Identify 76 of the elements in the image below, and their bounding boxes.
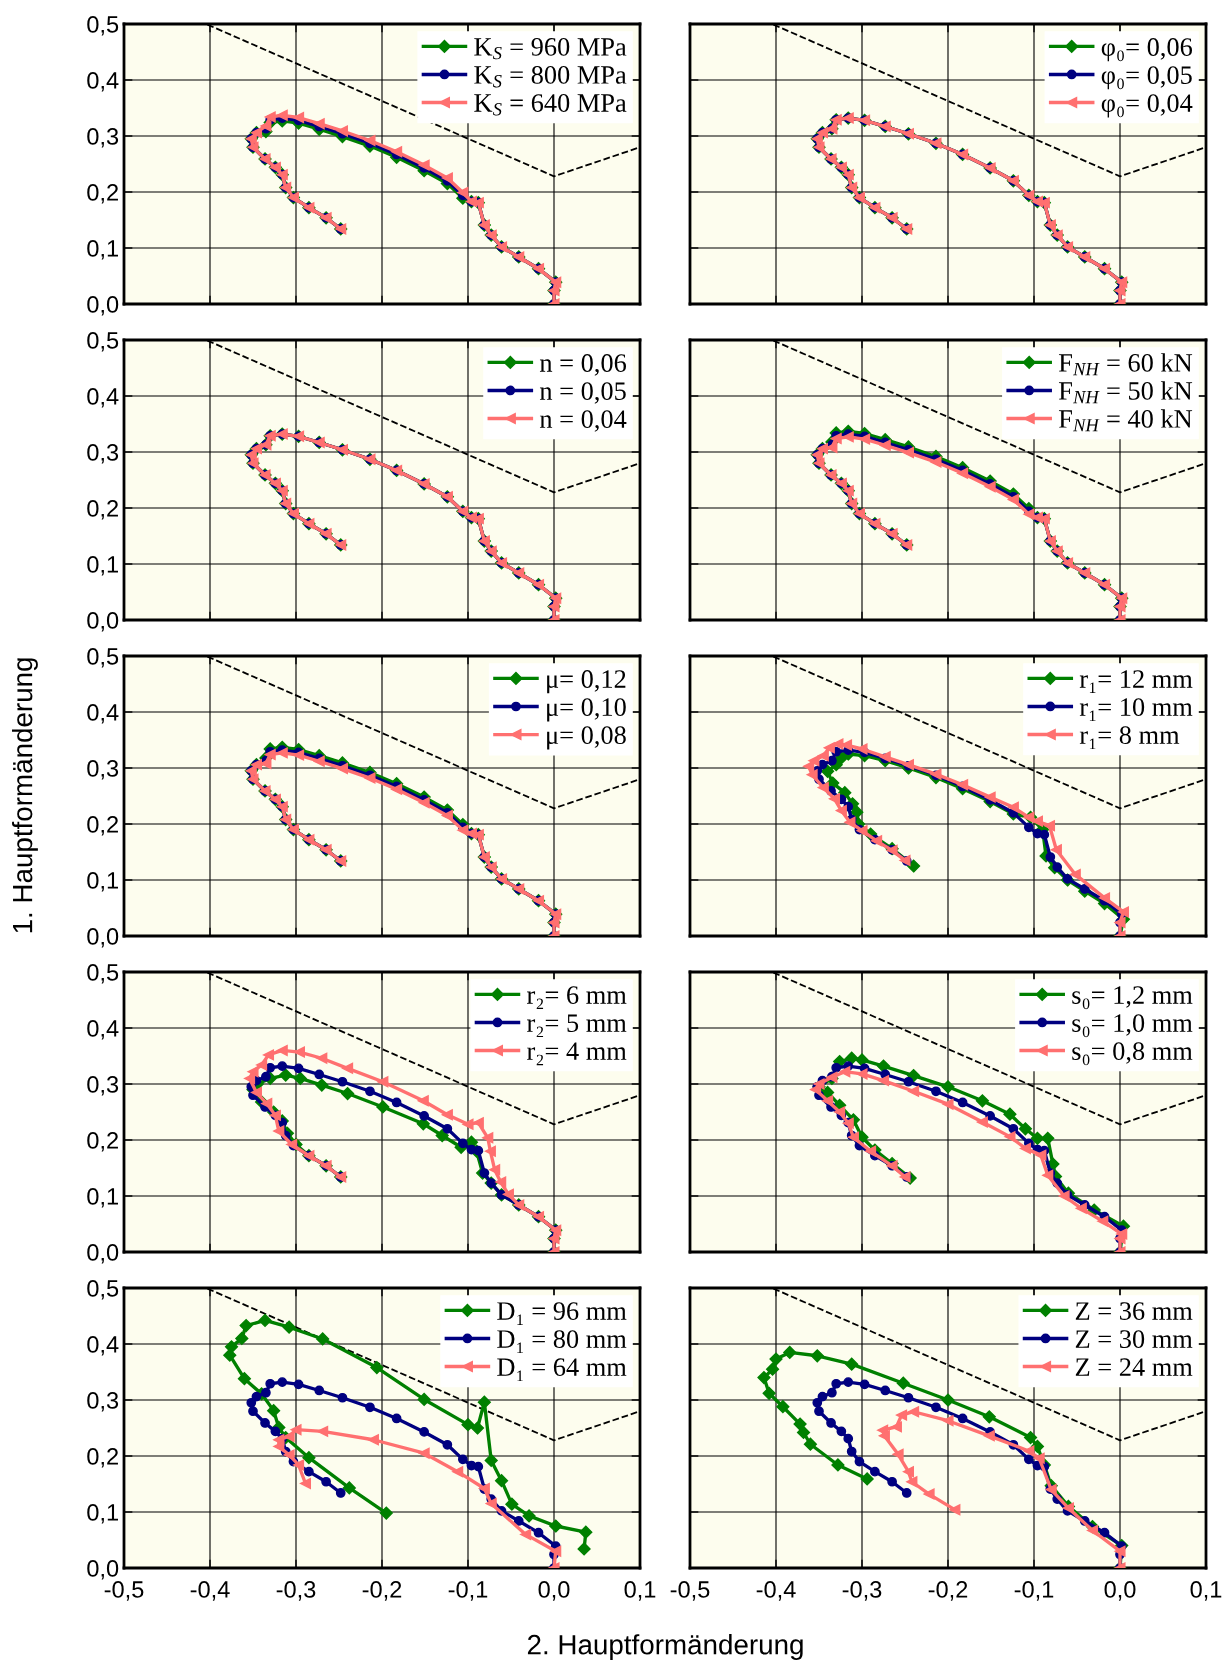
y-tick-label: 0,4	[87, 72, 119, 92]
x-tick-label: -0,4	[756, 1581, 796, 1601]
y-tick-label: 0,5	[87, 964, 119, 984]
y-tick-label: 0,3	[87, 760, 119, 780]
legend-label: φ₀= 0,05	[1101, 66, 1192, 90]
legend-label: s₀= 0,8 mm	[1072, 1042, 1193, 1066]
legend-label: r₁= 8 mm	[1079, 726, 1180, 750]
legend-label: μ= 0,10	[547, 698, 626, 722]
y-tick-label: 0,4	[87, 388, 119, 408]
legend-label: F$_{NH}$ = 50 kN	[1058, 381, 1193, 404]
y-tick-label: 0,0	[87, 1244, 119, 1264]
legend-label: r₂= 4 mm	[527, 1042, 627, 1066]
legend-label: r₁= 12 mm	[1079, 670, 1193, 693]
x-tick-label: -0,3	[276, 1581, 316, 1601]
y-tick-label: 0,0	[87, 1560, 119, 1580]
y-tick-label: 0,3	[87, 1076, 119, 1096]
legend-label: Z = 24 mm	[1075, 1358, 1193, 1376]
y-tick-label: 0,1	[87, 240, 118, 260]
legend-label: s₀= 1,2 mm	[1072, 986, 1193, 1010]
legend-label: φ₀= 0,04	[1101, 94, 1193, 118]
legend-label: D₁ = 80 mm	[497, 1330, 627, 1353]
legend-label: n = 0,04	[539, 410, 627, 432]
legend-label: F$_{NH}$ = 60 kN	[1058, 353, 1193, 376]
legend-label: F$_{NH}$ = 40 kN	[1058, 409, 1193, 432]
legend-label: K$_{S}$ = 800 MPa	[474, 66, 627, 88]
x-tick-label: -0,5	[104, 1581, 144, 1601]
y-tick-label: 0,2	[87, 1448, 118, 1468]
y-tick-label: 0,5	[87, 16, 119, 36]
y-tick-label: 0,3	[87, 1392, 119, 1412]
legend-label: K$_{S}$ = 960 MPa	[474, 37, 627, 60]
y-tick-label: 0,2	[87, 1132, 118, 1152]
legend-label: r₁= 10 mm	[1079, 698, 1193, 721]
y-axis-title: 1. Hauptformänderung	[12, 658, 38, 933]
y-tick-label: 0,2	[87, 816, 118, 836]
x-tick-label: -0,5	[670, 1581, 710, 1601]
legend-label: n = 0,06	[539, 354, 627, 376]
x-tick-label: 0,0	[1104, 1581, 1136, 1601]
legend-label: μ= 0,08	[547, 726, 626, 750]
legend-label: Z = 30 mm	[1075, 1330, 1193, 1348]
x-tick-label: 0,1	[1190, 1581, 1222, 1601]
y-tick-label: 0,1	[87, 1504, 118, 1524]
x-tick-label: -0,2	[362, 1581, 402, 1601]
legend-label: n = 0,05	[539, 382, 626, 404]
y-tick-label: 0,2	[87, 184, 118, 204]
y-tick-label: 0,5	[87, 332, 119, 352]
y-tick-label: 0,4	[87, 1336, 119, 1356]
legend-label: K$_{S}$ = 640 MPa	[474, 94, 627, 116]
y-tick-label: 0,1	[87, 872, 118, 892]
x-tick-label: -0,2	[928, 1581, 968, 1601]
y-tick-label: 0,2	[87, 500, 118, 520]
x-tick-label: -0,4	[190, 1581, 230, 1601]
x-axis-title: 2. Hauptformänderung	[527, 1634, 803, 1660]
legend-label: D₁ = 96 mm	[497, 1302, 627, 1325]
x-tick-label: 0,0	[538, 1581, 570, 1601]
y-tick-label: 0,5	[87, 648, 119, 668]
y-tick-label: 0,0	[87, 296, 119, 316]
y-tick-label: 0,3	[87, 128, 119, 148]
x-tick-label: -0,3	[842, 1581, 882, 1601]
x-tick-label: -0,1	[1014, 1581, 1054, 1601]
y-tick-label: 0,3	[87, 444, 119, 464]
legend-label: Z = 36 mm	[1075, 1302, 1193, 1320]
y-tick-label: 0,4	[87, 1020, 119, 1040]
legend-label: r₂= 6 mm	[527, 986, 627, 1010]
y-tick-label: 0,4	[87, 704, 119, 724]
y-tick-label: 0,0	[87, 612, 119, 632]
y-tick-label: 0,1	[87, 556, 118, 576]
legend-label: μ= 0,12	[547, 670, 626, 694]
legend-label: r₂= 5 mm	[527, 1014, 627, 1038]
y-tick-label: 0,5	[87, 1280, 119, 1300]
legend-label: D₁ = 64 mm	[497, 1358, 627, 1382]
legend-label: s₀= 1,0 mm	[1072, 1014, 1193, 1038]
y-tick-label: 0,0	[87, 928, 119, 948]
x-tick-label: -0,1	[448, 1581, 488, 1601]
y-tick-label: 0,1	[87, 1188, 118, 1208]
legend-label: φ₀= 0,06	[1101, 38, 1193, 62]
x-tick-label: 0,1	[624, 1581, 656, 1601]
